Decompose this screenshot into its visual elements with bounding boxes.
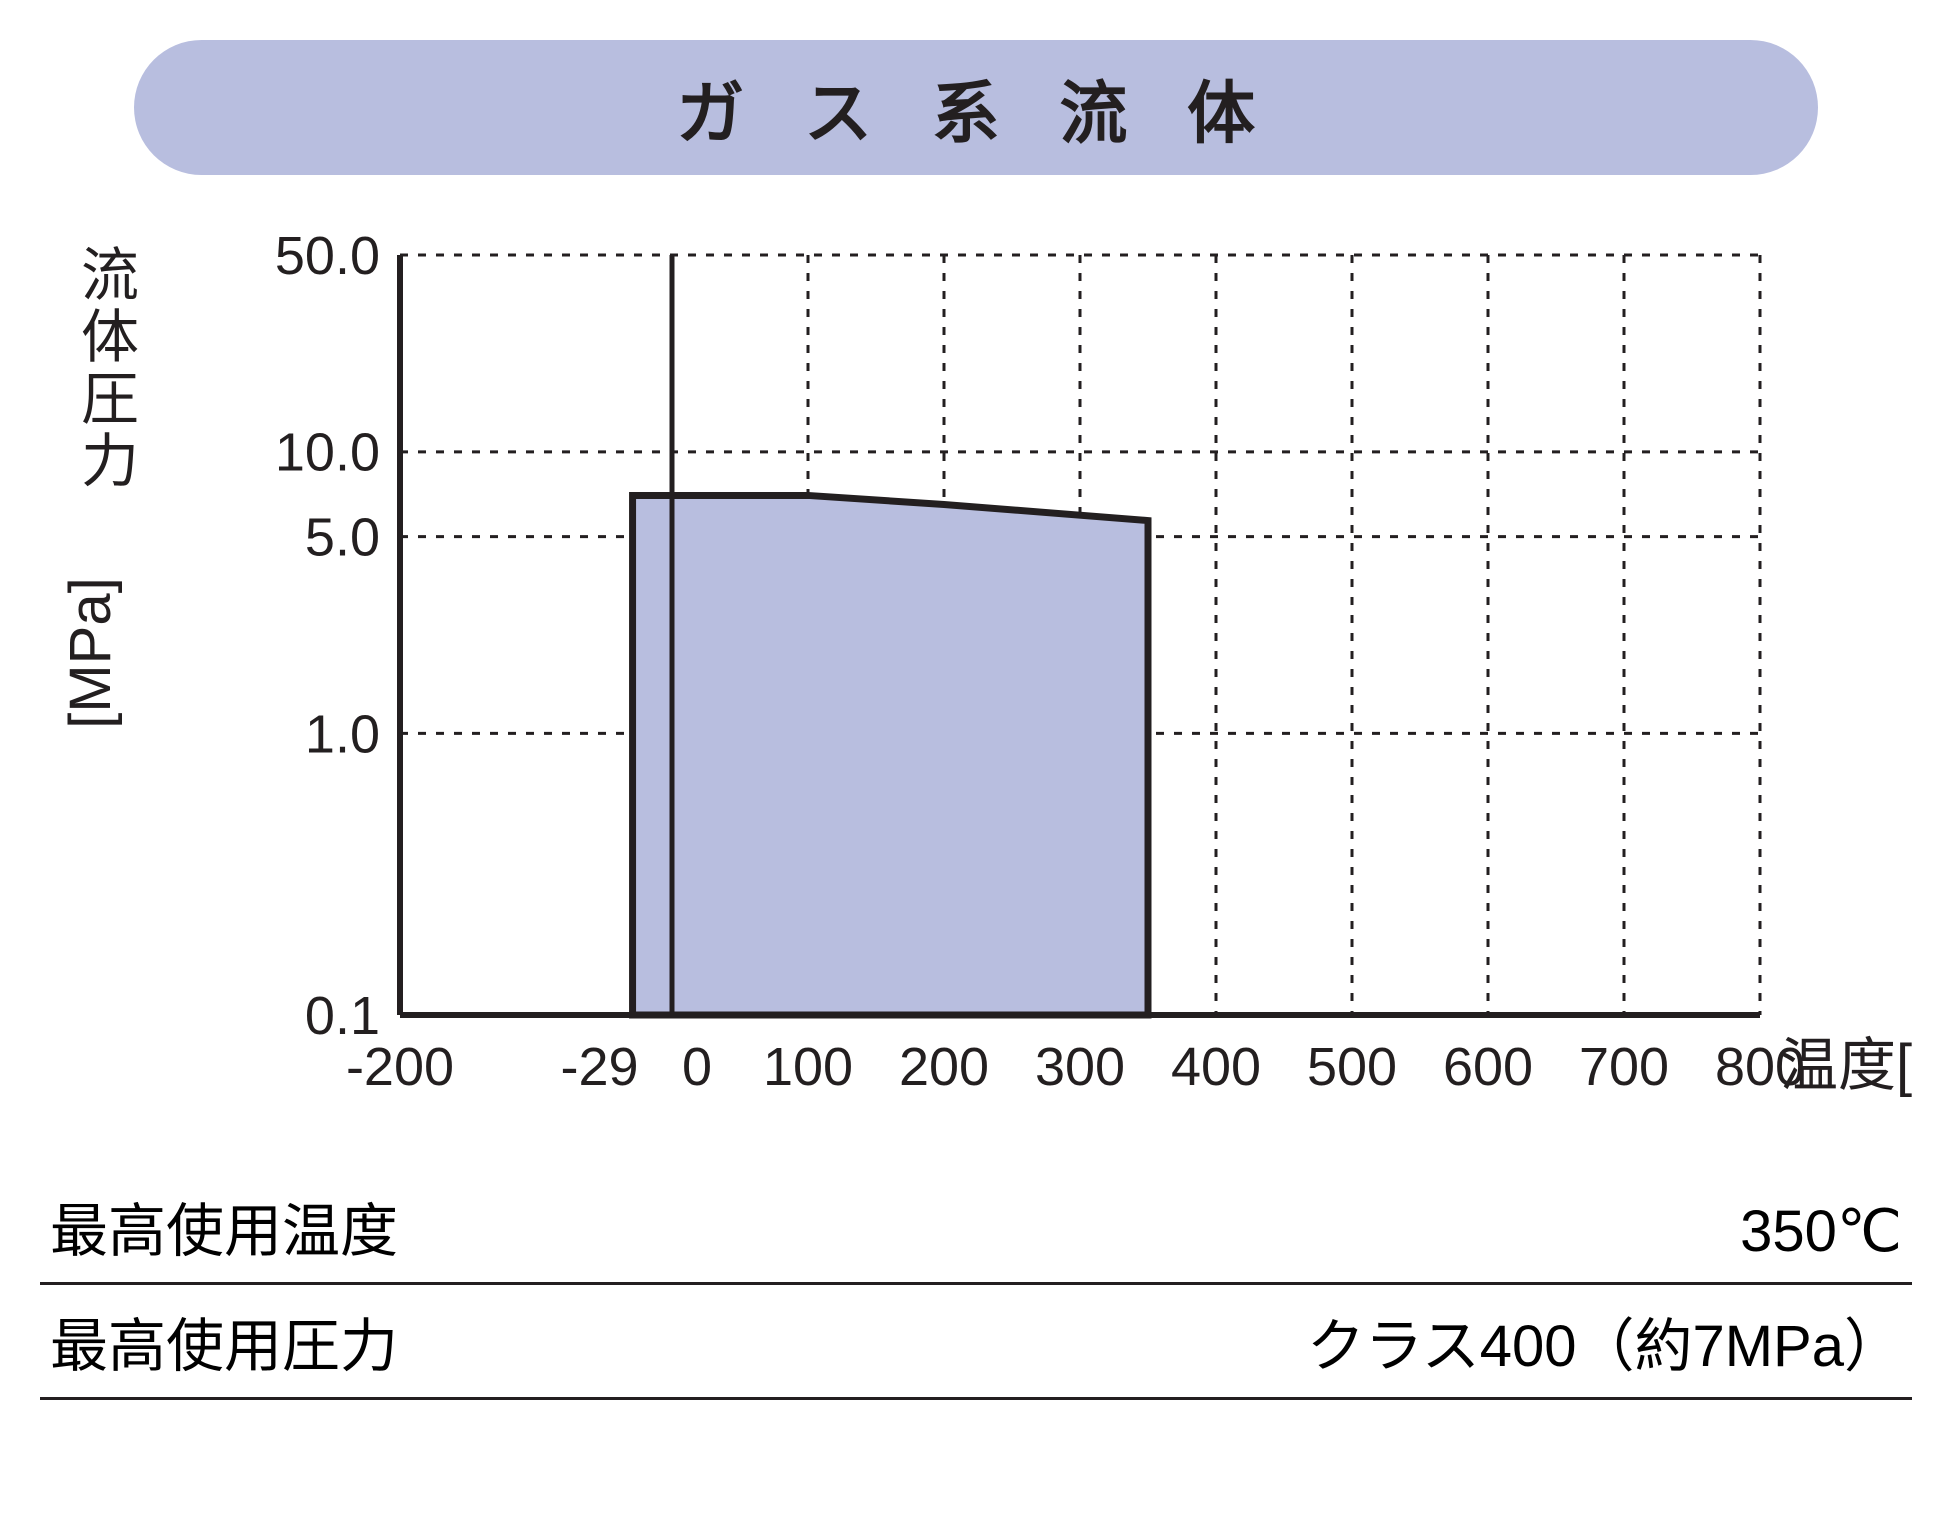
svg-text:-200: -200 (346, 1037, 454, 1097)
spec-table: 最高使用温度 350℃ 最高使用圧力 クラス400（約7MPa） (40, 1170, 1912, 1400)
svg-text:圧: 圧 (81, 367, 139, 432)
svg-text:200: 200 (899, 1037, 989, 1097)
spec-row-max-pressure: 最高使用圧力 クラス400（約7MPa） (40, 1285, 1912, 1400)
svg-text:5.0: 5.0 (305, 507, 380, 567)
svg-text:-29: -29 (561, 1037, 639, 1097)
spec-row-max-temp: 最高使用温度 350℃ (40, 1170, 1912, 1285)
svg-text:600: 600 (1443, 1037, 1533, 1097)
svg-text:100: 100 (763, 1037, 853, 1097)
spec-value: 350℃ (1740, 1197, 1902, 1265)
svg-text:400: 400 (1171, 1037, 1261, 1097)
svg-text:[MPa]: [MPa] (58, 577, 123, 729)
svg-text:10.0: 10.0 (275, 423, 380, 483)
spec-label: 最高使用圧力 (50, 1299, 398, 1383)
svg-text:500: 500 (1307, 1037, 1397, 1097)
spec-label: 最高使用温度 (50, 1184, 398, 1268)
svg-text:1.0: 1.0 (305, 704, 380, 764)
svg-text:力: 力 (81, 429, 139, 494)
pressure-temperature-chart: 0.11.05.010.050.0-200-290100200300400500… (40, 215, 1912, 1135)
svg-text:50.0: 50.0 (275, 226, 380, 286)
svg-text:0: 0 (682, 1037, 712, 1097)
svg-text:体: 体 (81, 305, 139, 370)
spec-value: クラス400（約7MPa） (1307, 1299, 1902, 1383)
svg-text:流: 流 (81, 243, 139, 308)
svg-text:700: 700 (1579, 1037, 1669, 1097)
chart-area: 0.11.05.010.050.0-200-290100200300400500… (40, 215, 1912, 1140)
chart-title-pill: ガ ス 系 流 体 (134, 40, 1819, 175)
svg-text:300: 300 (1035, 1037, 1125, 1097)
svg-text:温度[℃]: 温度[℃] (1780, 1033, 1912, 1098)
